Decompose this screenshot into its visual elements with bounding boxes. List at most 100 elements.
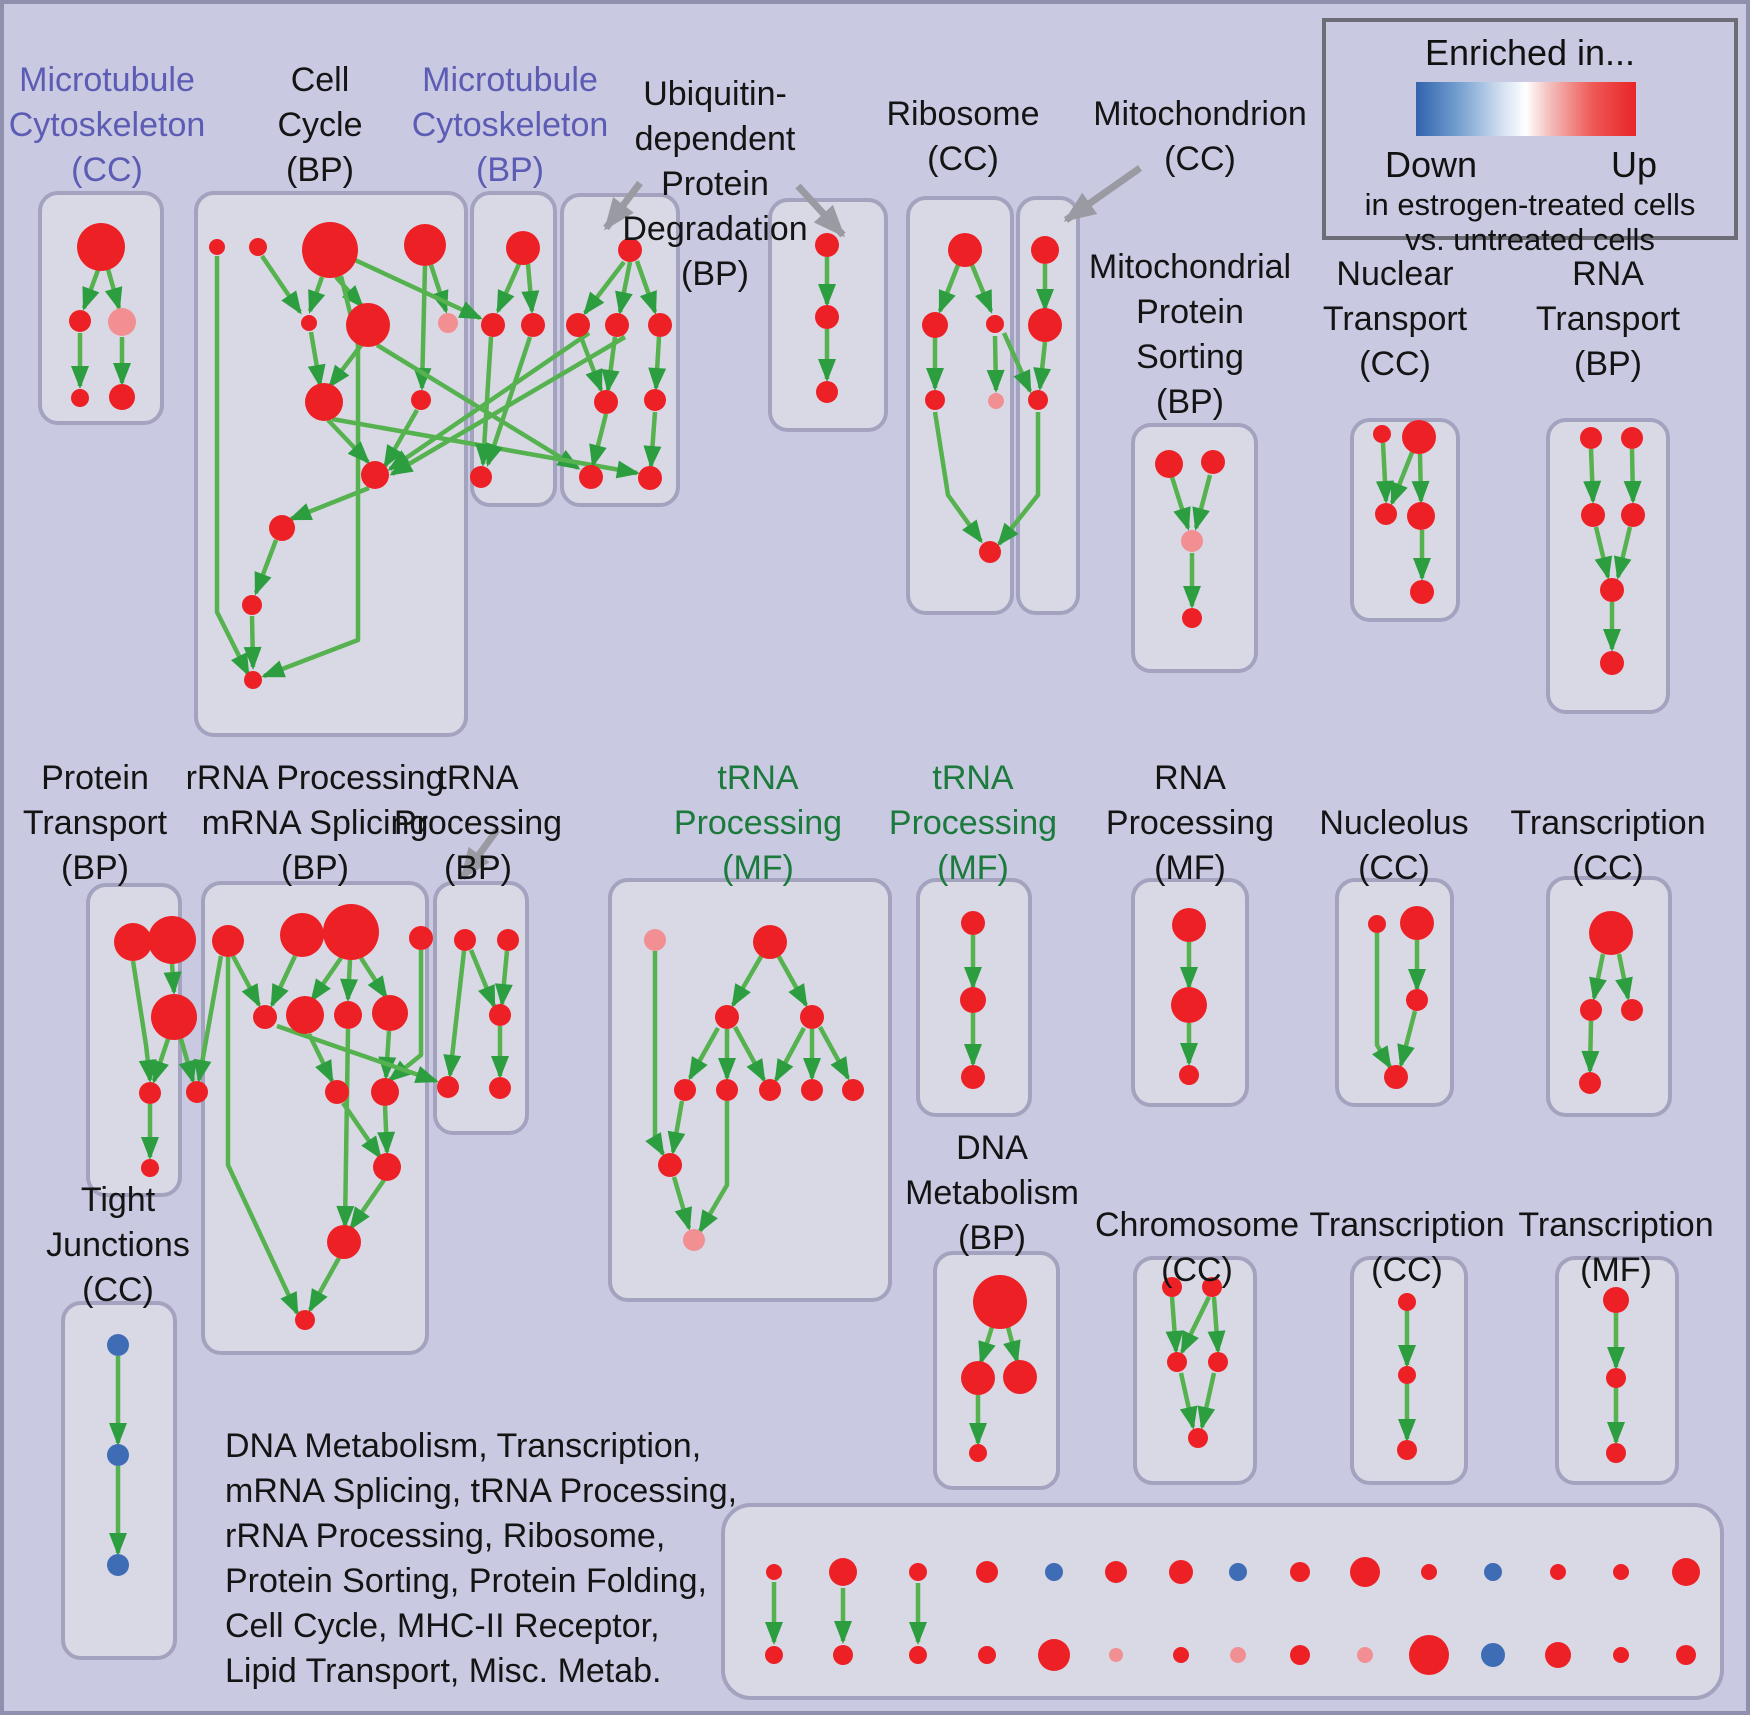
go-term-node-red — [346, 303, 390, 347]
go-term-node-blue — [1481, 1643, 1505, 1667]
cluster-box-cell-cycle-bp — [194, 191, 468, 737]
cluster-label-nuclear-transport-cc: Nuclear Transport (CC) — [1323, 252, 1467, 387]
go-term-node-blue — [107, 1444, 129, 1466]
go-term-node-red — [1162, 1277, 1182, 1297]
go-term-node-red — [960, 987, 986, 1013]
cluster-label-microtubule-cytoskeleton-cc: Microtubule Cytoskeleton (CC) — [9, 58, 206, 193]
go-term-node-red — [1600, 578, 1624, 602]
cluster-label-line: Processing — [393, 804, 563, 842]
go-term-node-red — [325, 1080, 349, 1104]
cluster-label-tight-junctions-cc: Tight Junctions (CC) — [46, 1178, 190, 1313]
cluster-label-line: Cytoskeleton — [8, 106, 206, 144]
go-term-node-red — [1290, 1645, 1310, 1665]
go-edge-arrow — [225, 957, 300, 1316]
cluster-label-line: (CC) — [1164, 140, 1236, 178]
go-edge-arrow — [1389, 449, 1416, 506]
cluster-label-line: Transport — [22, 804, 168, 842]
go-edge-arrow — [307, 331, 326, 388]
go-term-node-red — [334, 1001, 362, 1029]
go-term-node-red — [1172, 908, 1206, 942]
go-edge-arrow — [932, 411, 983, 544]
go-term-node-red — [1171, 987, 1207, 1023]
go-edge-arrow — [328, 342, 364, 389]
cluster-label-line: RNA — [1572, 255, 1644, 293]
go-edge-arrow — [288, 485, 370, 522]
go-term-node-red — [978, 1646, 996, 1664]
go-term-node-red — [1028, 308, 1062, 342]
cluster-label-line: Cytoskeleton — [411, 106, 609, 144]
go-edge-arrow — [1192, 474, 1213, 531]
go-edge-arrow — [615, 261, 633, 315]
go-term-node-red — [1182, 608, 1202, 628]
go-term-node-blue — [107, 1554, 129, 1576]
cluster-label-line: (CC) — [1572, 849, 1644, 887]
cluster-label-trna-processing-mf-large: tRNA Processing (MF) — [674, 756, 842, 891]
go-term-node-pink — [683, 1229, 705, 1251]
go-term-node-red — [280, 913, 324, 957]
go-term-node-red — [579, 465, 603, 489]
shared-terms-text-line: mRNA Splicing, tRNA Processing, — [225, 1472, 738, 1510]
cluster-label-line: Processing — [1105, 804, 1275, 842]
cluster-label-line: (BP) — [281, 849, 349, 887]
go-edge-arrow — [354, 257, 483, 321]
cluster-label-rrna-processing-mrna-splicing-bp: rRNA Processing mRNA Splicing (BP) — [186, 756, 445, 891]
go-term-node-red — [1003, 1360, 1037, 1394]
go-term-node-red — [1350, 1557, 1380, 1587]
cluster-label-line: (CC) — [1359, 345, 1431, 383]
go-edge-arrow — [359, 956, 388, 1000]
go-term-node-red — [1173, 1647, 1189, 1663]
go-term-node-red — [77, 223, 125, 271]
go-term-node-red — [1179, 1065, 1199, 1085]
go-term-node-red — [437, 1076, 459, 1098]
go-edge-arrow — [276, 1023, 439, 1084]
cluster-label-protein-transport-bp: Protein Transport (BP) — [23, 756, 167, 891]
go-term-node-red — [71, 389, 89, 407]
go-edge-arrow — [1372, 933, 1392, 1070]
go-edge-arrow — [978, 1326, 996, 1365]
cluster-label-transcription-cc-upper: Transcription (CC) — [1510, 801, 1705, 891]
go-term-node-red — [1407, 502, 1435, 530]
cluster-label-line: (BP) — [60, 849, 129, 887]
cluster-box-dna-metabolism-bp — [933, 1251, 1060, 1490]
go-term-node-red — [566, 313, 590, 337]
go-edge-arrow — [495, 263, 522, 314]
cluster-label-line: Chromosome — [1094, 1206, 1300, 1244]
go-term-node-red — [909, 1646, 927, 1664]
cluster-label-line: Protein — [661, 165, 769, 203]
go-edge-arrow — [443, 950, 467, 1078]
go-edge-arrow — [733, 1025, 766, 1083]
cluster-label-line: rRNA Processing — [185, 759, 445, 797]
go-term-node-red — [1373, 425, 1391, 443]
cluster-label-cell-cycle-bp: Cell Cycle (BP) — [277, 58, 362, 193]
cluster-label-line: Degradation — [622, 210, 808, 248]
cluster-label-line: Transport — [1322, 300, 1468, 338]
go-term-node-red — [141, 1159, 159, 1177]
go-term-node-red — [244, 671, 262, 689]
legend-down-label: Down — [1384, 144, 1478, 185]
cluster-label-line: RNA — [1154, 759, 1226, 797]
go-term-node-red — [1606, 1368, 1626, 1388]
go-term-node-blue — [107, 1334, 129, 1356]
go-term-node-red — [372, 995, 408, 1031]
go-edge-arrow — [163, 963, 182, 995]
cluster-label-line: Mitochondrial — [1088, 248, 1292, 286]
go-term-node-red — [212, 925, 244, 957]
go-term-node-red — [829, 1558, 857, 1586]
go-term-node-red — [148, 916, 196, 964]
go-term-node-red — [1155, 450, 1183, 478]
go-term-node-pink — [988, 393, 1004, 409]
go-edge-arrow — [269, 955, 298, 1008]
shared-terms-text-line: Protein Sorting, Protein Folding, — [225, 1562, 707, 1600]
cluster-label-line: (CC) — [927, 140, 999, 178]
go-term-node-red — [658, 1153, 682, 1177]
go-term-node-red — [1600, 651, 1624, 675]
go-edge-arrow — [1411, 453, 1430, 504]
go-term-node-red — [716, 1079, 738, 1101]
go-term-node-red — [753, 925, 787, 959]
go-edge-arrow — [601, 336, 620, 393]
go-term-node-red — [961, 1361, 995, 1395]
label-pointer-arrow — [459, 827, 500, 881]
go-term-node-pink — [1181, 530, 1203, 552]
cluster-box-shared-terms-panel — [721, 1503, 1724, 1700]
